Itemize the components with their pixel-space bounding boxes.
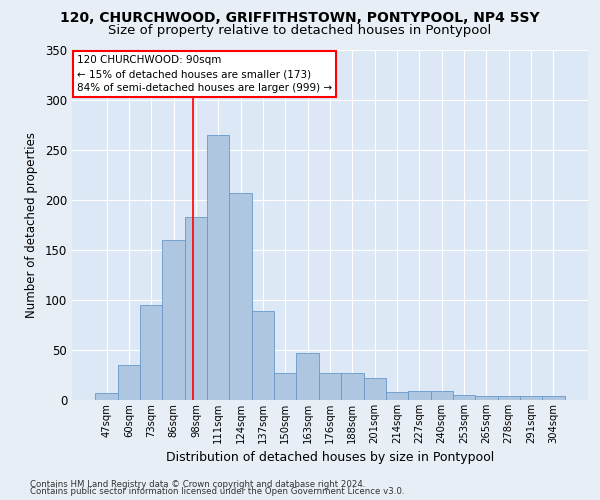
Bar <box>296 353 319 400</box>
Bar <box>364 378 386 400</box>
Bar <box>163 240 185 400</box>
Bar <box>140 305 163 400</box>
Bar <box>497 396 520 400</box>
Bar <box>274 373 296 400</box>
Bar <box>341 373 364 400</box>
Bar <box>229 193 252 400</box>
Bar <box>207 135 229 400</box>
Text: Contains HM Land Registry data © Crown copyright and database right 2024.: Contains HM Land Registry data © Crown c… <box>30 480 365 489</box>
Text: 120, CHURCHWOOD, GRIFFITHSTOWN, PONTYPOOL, NP4 5SY: 120, CHURCHWOOD, GRIFFITHSTOWN, PONTYPOO… <box>60 11 540 25</box>
Text: 120 CHURCHWOOD: 90sqm
← 15% of detached houses are smaller (173)
84% of semi-det: 120 CHURCHWOOD: 90sqm ← 15% of detached … <box>77 56 332 94</box>
X-axis label: Distribution of detached houses by size in Pontypool: Distribution of detached houses by size … <box>166 452 494 464</box>
Bar <box>431 391 453 400</box>
Bar <box>319 373 341 400</box>
Y-axis label: Number of detached properties: Number of detached properties <box>25 132 38 318</box>
Bar <box>185 217 207 400</box>
Bar <box>95 393 118 400</box>
Bar <box>453 395 475 400</box>
Bar <box>520 396 542 400</box>
Bar <box>386 392 408 400</box>
Bar <box>118 365 140 400</box>
Text: Size of property relative to detached houses in Pontypool: Size of property relative to detached ho… <box>109 24 491 37</box>
Bar <box>542 396 565 400</box>
Bar <box>252 311 274 400</box>
Bar <box>408 391 431 400</box>
Bar <box>475 396 497 400</box>
Text: Contains public sector information licensed under the Open Government Licence v3: Contains public sector information licen… <box>30 487 404 496</box>
